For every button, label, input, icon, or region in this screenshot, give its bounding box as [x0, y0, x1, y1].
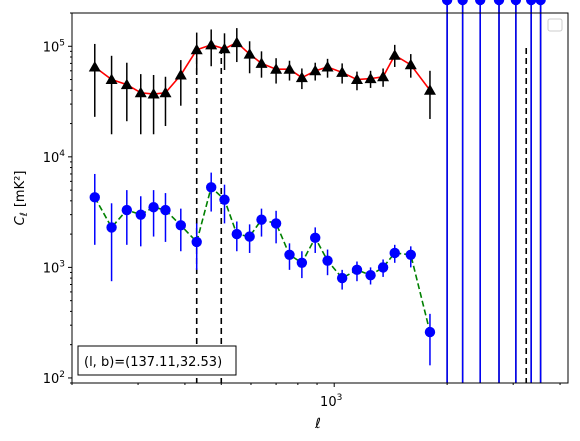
triangle-marker — [388, 49, 401, 60]
circle-marker — [191, 236, 202, 248]
circle-marker — [322, 255, 333, 266]
circle-marker — [525, 0, 537, 6]
triangle-marker — [159, 86, 172, 98]
circle-marker — [424, 326, 436, 338]
vertical-lines — [195, 48, 528, 383]
y-tick-base: 10 — [43, 261, 60, 276]
circle-marker — [89, 192, 100, 203]
triangle-marker — [423, 84, 436, 95]
y-tick-label: 102 — [43, 370, 65, 387]
y-tick-base: 10 — [43, 372, 60, 387]
y-tick-exponent: 5 — [59, 38, 65, 48]
circle-marker — [160, 204, 171, 216]
triangle-marker — [105, 73, 118, 85]
circle-marker — [175, 220, 186, 231]
x-axis-ticks: 103 — [71, 383, 561, 410]
x-axis-label: ℓ — [314, 416, 321, 432]
circle-marker — [377, 262, 389, 273]
triangle-marker — [295, 71, 308, 83]
y-tick-label: 103 — [43, 259, 65, 276]
y-axis-label-sub: ℓ — [19, 212, 30, 216]
triangle-marker — [404, 58, 417, 70]
triangle-marker — [174, 68, 187, 80]
x-tick-label: 103 — [320, 393, 342, 410]
triangle-marker — [321, 60, 334, 72]
circle-marker — [365, 269, 376, 281]
triangle-marker — [120, 78, 133, 90]
y-tick-exponent: 3 — [59, 259, 65, 269]
circle-marker — [135, 209, 146, 220]
circle-marker — [244, 231, 255, 242]
y-tick-exponent: 2 — [59, 370, 65, 380]
annotation-text: (l, b)=(137.11,32.53) — [84, 355, 222, 370]
triangle-marker — [230, 36, 243, 48]
series-markers — [88, 0, 546, 338]
triangle-marker — [218, 42, 231, 54]
triangle-marker — [270, 63, 283, 74]
circle-marker — [231, 228, 243, 240]
triangle-marker — [377, 70, 390, 82]
legend — [547, 18, 563, 32]
circle-marker — [148, 202, 159, 213]
circle-marker — [510, 0, 522, 6]
circle-marker — [474, 0, 486, 6]
circle-marker — [389, 247, 400, 259]
circle-marker — [121, 204, 133, 216]
y-tick-label: 105 — [43, 38, 65, 55]
circle-marker — [405, 249, 416, 260]
triangle-marker — [190, 43, 203, 55]
circle-marker — [441, 0, 453, 6]
circle-marker — [284, 249, 295, 260]
y-tick-base: 10 — [43, 40, 60, 55]
triangle-marker — [283, 63, 296, 74]
y-axis-label-unit: [mK²] — [13, 171, 28, 208]
x-tick-base: 10 — [320, 395, 337, 410]
triangle-marker — [255, 57, 268, 68]
plot-border — [71, 12, 569, 384]
circle-marker — [310, 232, 321, 244]
triangle-marker — [147, 88, 160, 99]
circle-marker — [457, 0, 468, 6]
triangle-marker — [243, 48, 256, 59]
triangle-marker — [364, 72, 377, 84]
triangle-marker — [134, 86, 147, 98]
circle-marker — [256, 214, 267, 225]
y-axis-label: Cℓ [mK²] — [13, 171, 30, 226]
y-tick-label: 104 — [43, 149, 66, 166]
circle-marker — [106, 222, 117, 233]
circle-marker — [205, 182, 217, 193]
annotation-frame — [77, 345, 237, 376]
circle-marker — [351, 264, 363, 276]
legend-box — [547, 18, 563, 32]
y-tick-exponent: 4 — [59, 149, 65, 159]
circle-marker — [270, 218, 282, 229]
circle-marker — [493, 0, 505, 6]
triangle-marker — [336, 66, 349, 77]
triangle-marker — [205, 38, 218, 50]
triangle-marker — [88, 60, 101, 72]
triangle-marker — [309, 64, 322, 76]
circle-marker — [296, 257, 308, 269]
circle-marker — [336, 272, 348, 284]
circle-marker — [535, 0, 546, 6]
annotation-box: (l, b)=(137.11,32.53) — [77, 345, 237, 376]
x-tick-exponent: 3 — [337, 393, 343, 403]
triangle-marker — [350, 73, 363, 85]
y-axis-label-main: C — [13, 215, 28, 225]
y-tick-base: 10 — [43, 151, 60, 166]
circle-marker — [219, 194, 230, 205]
